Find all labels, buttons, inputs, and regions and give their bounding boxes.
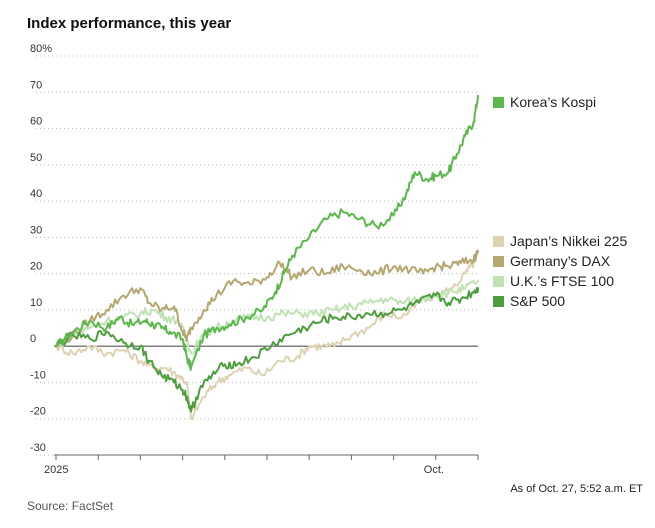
legend-item-sp500: S&P 500	[493, 293, 565, 309]
legend-label: S&P 500	[510, 293, 566, 309]
x-axis: 2025 Oct.	[44, 454, 479, 476]
legend-label: Japan’s Nikkei 225	[510, 233, 628, 249]
y-tick-label: 10	[30, 297, 42, 309]
y-tick-label: 50	[30, 152, 42, 164]
x-tick-label: 2025	[44, 464, 68, 476]
y-tick-label: -20	[30, 406, 46, 418]
legend-item-ftse: U.K.’s FTSE 100	[493, 273, 614, 289]
legend-item-dax: Germany’s DAX	[493, 253, 610, 269]
series-lines	[55, 94, 479, 421]
legend-swatch	[493, 276, 504, 287]
y-axis-labels: -30 -20 -10 0 10 20 30 40 50 60 70 80%	[30, 43, 52, 454]
y-tick-label: 70	[30, 79, 42, 91]
y-tick-label: -10	[30, 369, 46, 381]
legend-swatch	[493, 236, 504, 247]
series-line-korea-s-kospi	[55, 94, 479, 371]
x-tick-label: Oct.	[424, 464, 444, 476]
y-tick-label: 40	[30, 188, 42, 200]
legend-label: Korea’s Kospi	[510, 94, 597, 110]
chart-title: Index performance, this year	[27, 15, 232, 32]
series-line-germany-s-dax	[55, 250, 479, 348]
source-note: Source: FactSet	[27, 499, 114, 513]
legend-label: Germany’s DAX	[510, 253, 611, 269]
legend-swatch	[493, 296, 504, 307]
y-tick-label: 30	[30, 224, 42, 236]
series-line-s-p-500	[55, 287, 479, 413]
as-of-note: As of Oct. 27, 5:52 a.m. ET	[510, 483, 643, 495]
legend-item-kospi: Korea’s Kospi	[493, 94, 596, 110]
legend-swatch	[493, 256, 504, 267]
legend-swatch	[493, 97, 504, 108]
y-tick-label: 0	[30, 333, 36, 345]
grid	[36, 55, 478, 456]
legend-item-nikkei: Japan’s Nikkei 225	[493, 233, 627, 249]
y-tick-label: 80%	[30, 43, 52, 55]
legend-label: U.K.’s FTSE 100	[510, 273, 615, 289]
series-line-japan-s-nikkei-225	[55, 248, 479, 421]
y-tick-label: -30	[30, 442, 46, 454]
y-tick-label: 60	[30, 116, 42, 128]
y-tick-label: 20	[30, 261, 42, 273]
